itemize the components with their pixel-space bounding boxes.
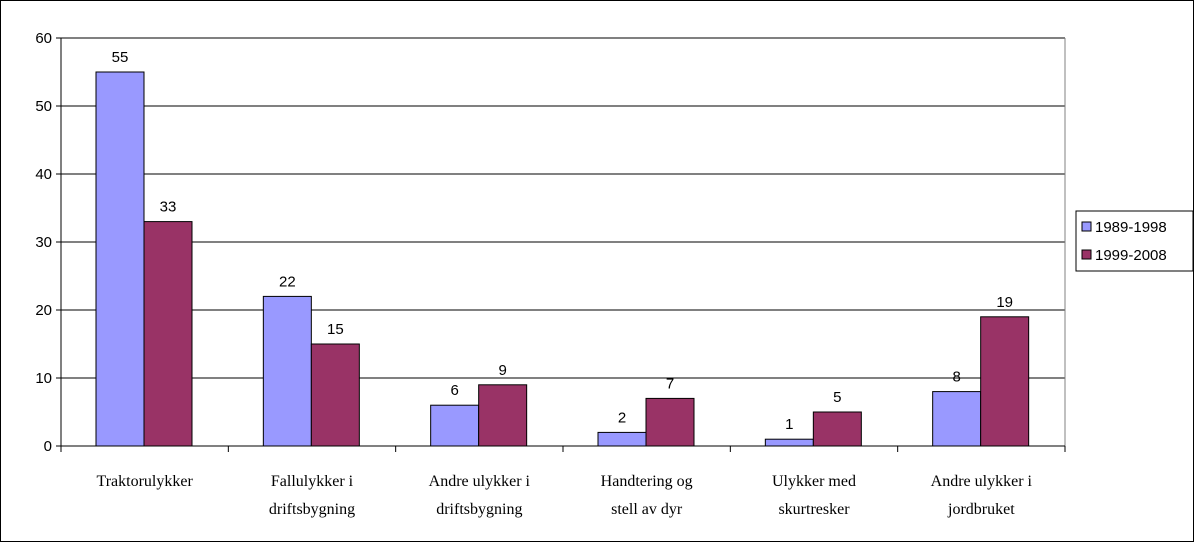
y-tick-label: 50 (35, 98, 52, 115)
legend-label: 1989-1998 (1095, 219, 1167, 236)
y-tick-label: 20 (35, 302, 52, 319)
bar (478, 384, 528, 447)
y-tick-label: 10 (35, 370, 52, 387)
x-tick-label: Andre ulykker i driftsbygning (429, 473, 531, 518)
data-label: 33 (160, 199, 177, 216)
data-label: 22 (279, 273, 296, 290)
bar (645, 397, 695, 447)
data-label: 15 (327, 321, 344, 338)
data-label: 9 (498, 362, 506, 379)
bar (430, 404, 480, 447)
data-label: 5 (833, 389, 841, 406)
bar (932, 391, 982, 447)
x-tick-label: Handtering og stell av dyr (601, 473, 693, 518)
x-tick-label: Fallulykker i driftsbygning (269, 473, 355, 518)
data-label: 6 (450, 382, 458, 399)
data-label: 1 (785, 416, 793, 433)
x-tick-label: Andre ulykker i jordbruket (931, 473, 1033, 518)
data-label: 7 (666, 375, 674, 392)
data-label: 55 (112, 49, 129, 66)
x-tick-label: Ulykker med skurtresker (772, 473, 856, 518)
bar (262, 295, 312, 447)
y-tick-label: 30 (35, 234, 52, 251)
bar (95, 71, 145, 447)
bar (812, 411, 862, 447)
legend (1075, 210, 1194, 272)
data-label: 8 (952, 369, 960, 386)
data-label: 19 (996, 294, 1013, 311)
y-tick-label: 60 (35, 30, 52, 47)
legend-swatch (1081, 249, 1092, 260)
legend-label: 1999-2008 (1095, 247, 1167, 264)
bar (597, 431, 647, 447)
y-tick-label: 40 (35, 166, 52, 183)
bar (310, 343, 360, 447)
bar (980, 316, 1030, 447)
data-label: 2 (618, 409, 626, 426)
x-tick-label: Traktorulykker (97, 473, 194, 490)
y-tick-label: 0 (44, 438, 52, 455)
legend-swatch (1081, 221, 1092, 232)
bar (764, 438, 814, 447)
bar (143, 221, 193, 447)
